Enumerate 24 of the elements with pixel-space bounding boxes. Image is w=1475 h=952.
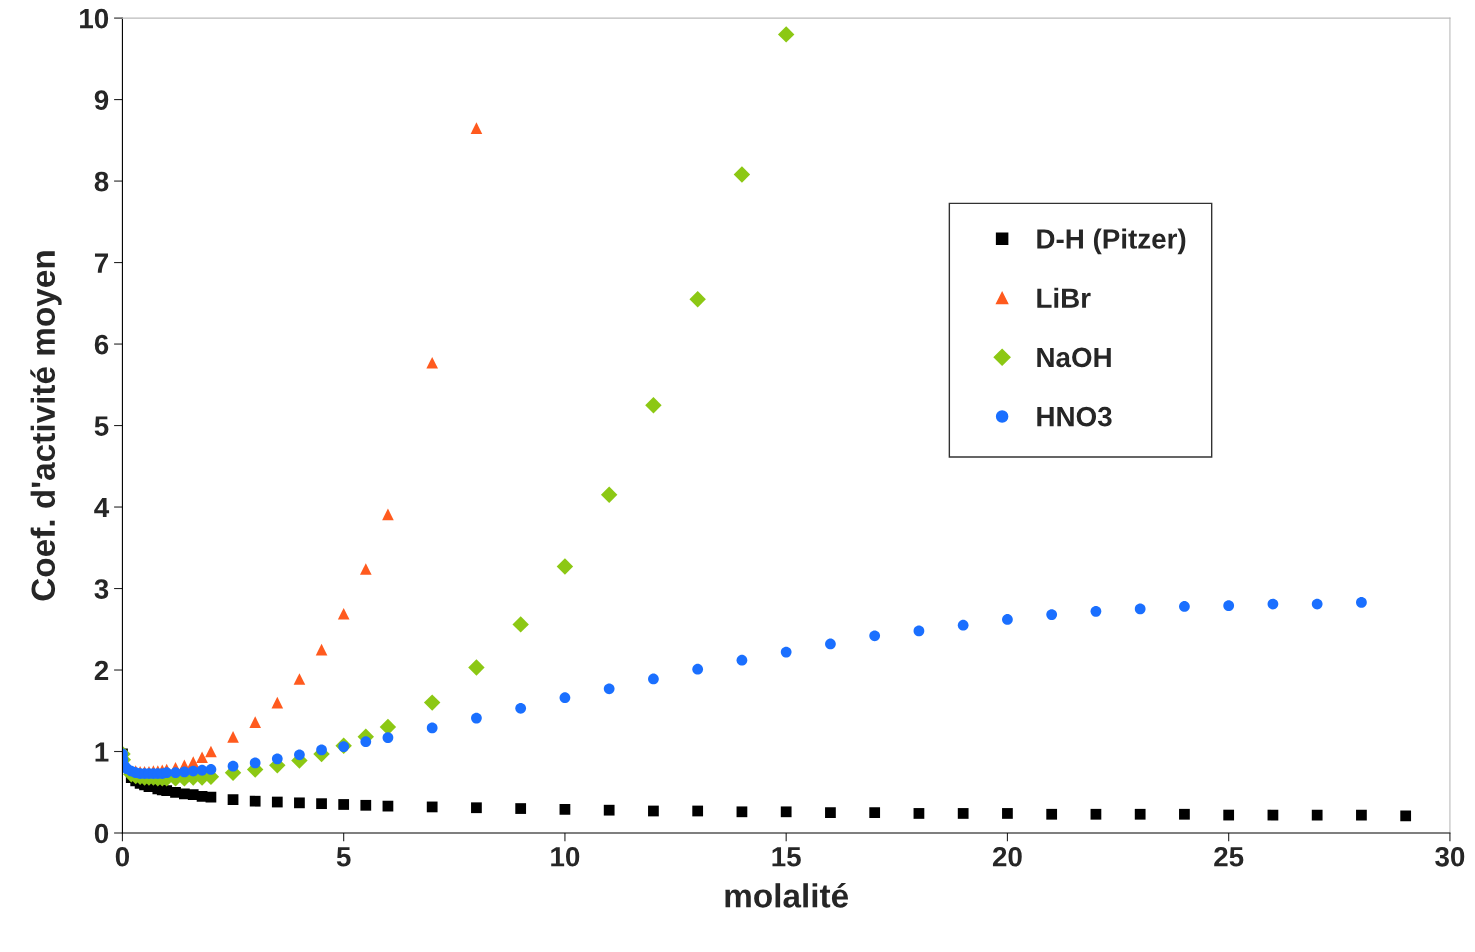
- y-tick-label: 3: [94, 579, 109, 599]
- x-tick-label: 25: [1214, 846, 1244, 867]
- legend-label: D-H (Pitzer): [1037, 228, 1186, 255]
- y-tick-label: 7: [94, 253, 109, 273]
- x-tick-label: 5: [336, 847, 351, 867]
- y-tick-label: 6: [94, 334, 109, 355]
- y-axis-title: Coef. d'activité moyen: [30, 251, 62, 601]
- y-tick-label: 5: [94, 416, 109, 436]
- x-tick-label: 0: [115, 846, 130, 867]
- x-tick-label: 15: [772, 847, 801, 867]
- legend-label: NaOH: [1037, 347, 1111, 368]
- y-tick-label: 9: [94, 90, 109, 110]
- y-tick-label: 10: [80, 8, 109, 29]
- x-tick-label: 10: [551, 846, 580, 867]
- x-tick-label: 30: [1435, 846, 1465, 867]
- y-tick-label: 0: [94, 823, 109, 844]
- x-axis-title: molalité: [725, 882, 849, 908]
- y-tick-label: 4: [94, 497, 110, 518]
- y-tick-label: 8: [94, 171, 109, 192]
- y-tick-label: 2: [94, 660, 109, 681]
- legend-label: LiBr: [1037, 287, 1091, 308]
- x-tick-label: 20: [992, 846, 1022, 867]
- y-tick-label: 1: [95, 742, 109, 762]
- legend-label: HNO3: [1037, 406, 1112, 427]
